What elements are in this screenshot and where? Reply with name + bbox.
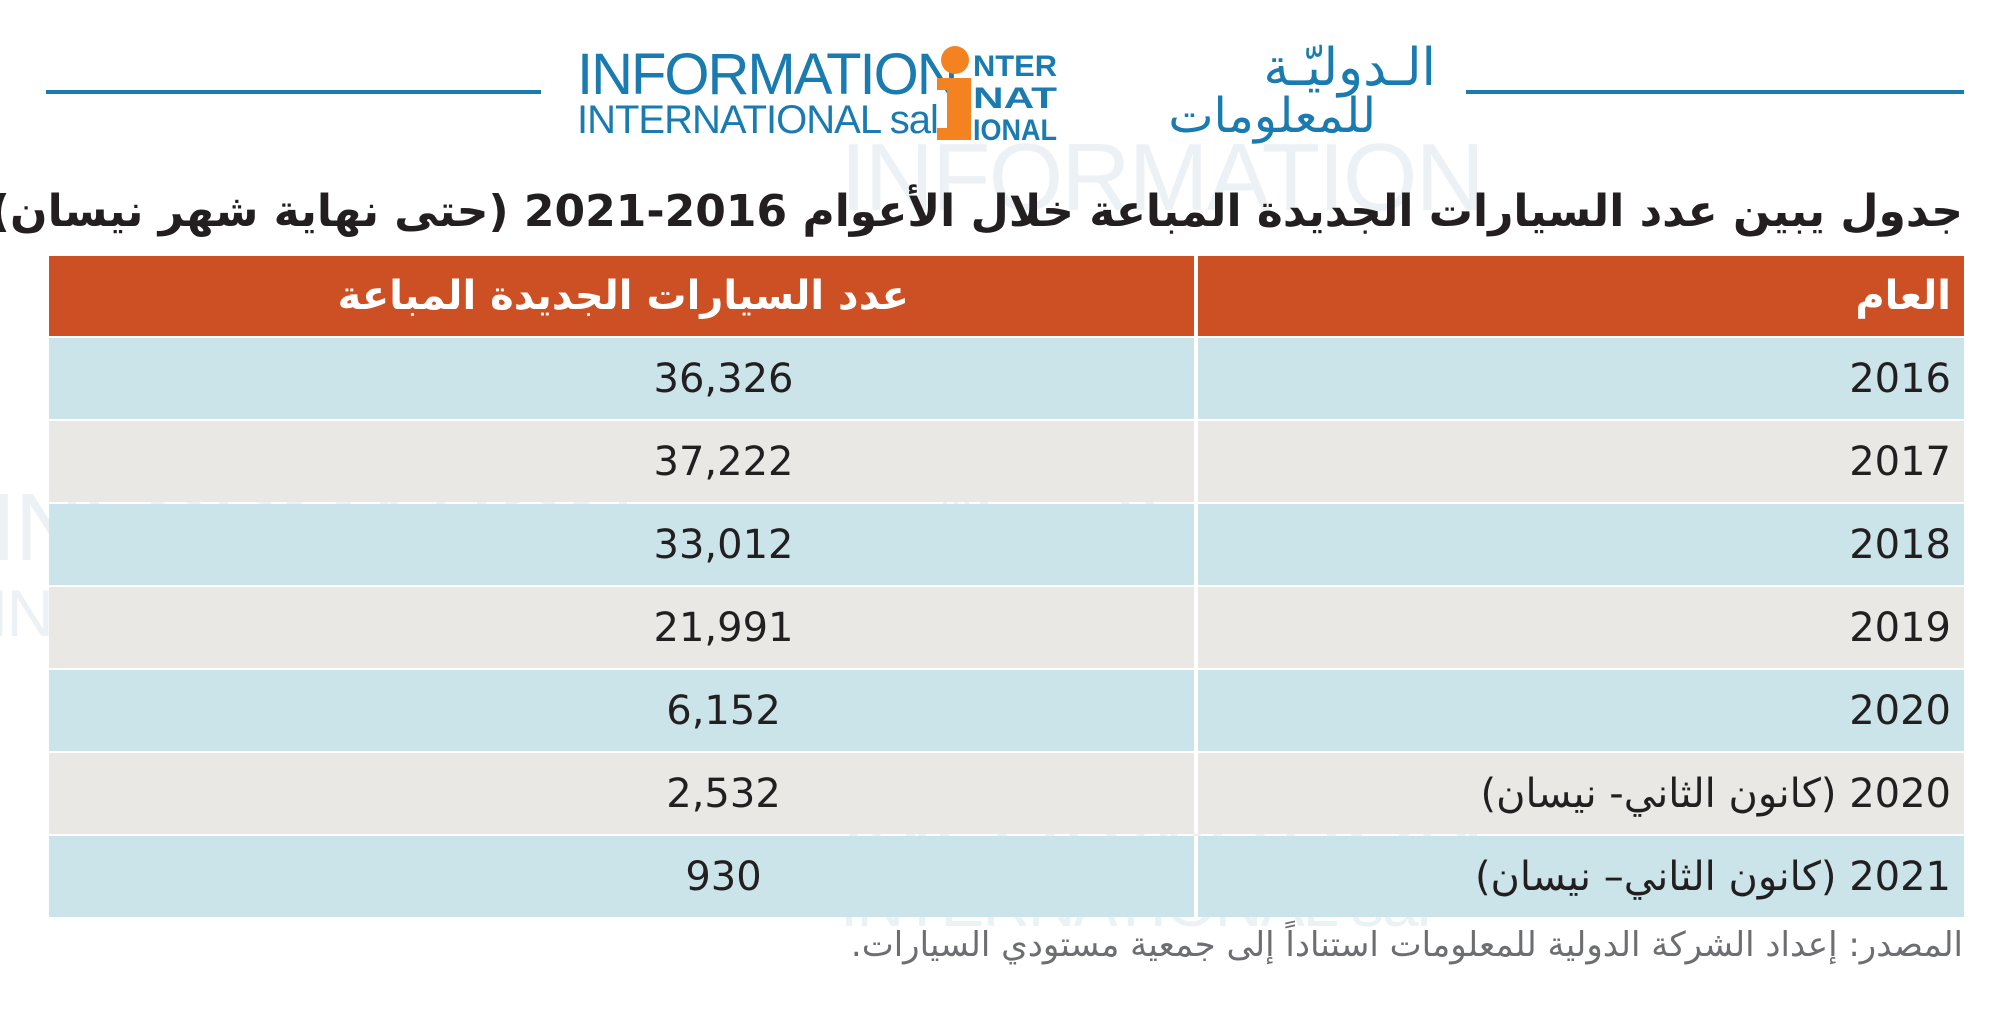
- year-value: 2020: [1849, 687, 1951, 734]
- year-cell: 2018: [1198, 504, 1964, 585]
- svg-text:NTER: NTER: [973, 50, 1057, 83]
- year-value: 2017: [1849, 438, 1951, 485]
- column-divider: [1194, 836, 1198, 917]
- column-divider: [1194, 504, 1198, 585]
- count-cell: 33,012: [49, 504, 1194, 585]
- year-cell: 2020: [1198, 670, 1964, 751]
- header-rule-left: [46, 90, 541, 94]
- count-value: 37,222: [653, 438, 794, 485]
- year-value: 2016: [1849, 355, 1951, 402]
- table-row: 2020 (كانون الثاني- نيسان) 2,532: [49, 753, 1964, 834]
- table-header-row: العام عدد السيارات الجديدة المباعة: [49, 256, 1964, 336]
- column-divider: [1194, 256, 1198, 336]
- column-divider: [1194, 753, 1198, 834]
- column-divider: [1194, 670, 1198, 751]
- count-cell: 930: [49, 836, 1194, 917]
- column-divider: [1194, 338, 1198, 419]
- column-divider: [1194, 421, 1198, 502]
- logo-mark-icon: NTER NAT IONAL: [937, 46, 1057, 144]
- year-value: 2018: [1849, 521, 1951, 568]
- logo-english-line2: INTERNATIONAL sal: [577, 98, 939, 142]
- column-divider: [1194, 587, 1198, 668]
- count-value: 930: [685, 853, 762, 900]
- year-cell: 2016: [1198, 338, 1964, 419]
- header-rule-right: [1466, 90, 1964, 94]
- count-cell: 2,532: [49, 753, 1194, 834]
- count-cell: 21,991: [49, 587, 1194, 668]
- count-cell: 6,152: [49, 670, 1194, 751]
- table-row: 2018 33,012: [49, 504, 1964, 585]
- logo-arabic: الـدوليّـة للمعلومات: [1067, 38, 1442, 144]
- information-international-logo: INFORMATION INTERNATIONAL sal NTER NAT I…: [575, 38, 1455, 150]
- logo-arabic-line1: الـدوليّـة: [1263, 38, 1436, 98]
- table-row: 2017 37,222: [49, 421, 1964, 502]
- svg-text:IONAL: IONAL: [973, 114, 1057, 144]
- year-cell: 2019: [1198, 587, 1964, 668]
- count-value: 6,152: [666, 687, 781, 734]
- year-cell: 2017: [1198, 421, 1964, 502]
- year-cell: 2021 (كانون الثاني– نيسان): [1198, 836, 1964, 917]
- count-value: 21,991: [653, 604, 794, 651]
- count-cell: 36,326: [49, 338, 1194, 419]
- count-value: 2,532: [666, 770, 781, 817]
- logo-english-line1: INFORMATION: [577, 42, 959, 107]
- header-year: العام: [1855, 273, 1951, 319]
- year-value: 2021 (كانون الثاني– نيسان): [1474, 853, 1951, 900]
- source-note: المصدر: إعداد الشركة الدولية للمعلومات ا…: [850, 925, 1963, 965]
- year-value: 2020 (كانون الثاني- نيسان): [1480, 770, 1951, 817]
- header-count: عدد السيارات الجديدة المباعة: [337, 273, 909, 319]
- svg-text:NAT: NAT: [973, 82, 1057, 115]
- count-value: 33,012: [653, 521, 794, 568]
- table-row: 2021 (كانون الثاني– نيسان) 930: [49, 836, 1964, 917]
- year-value: 2019: [1849, 604, 1951, 651]
- data-table: العام عدد السيارات الجديدة المباعة 2016 …: [49, 256, 1964, 919]
- table-title: جدول يبين عدد السيارات الجديدة المباعة خ…: [0, 186, 1963, 237]
- logo-arabic-line2: للمعلومات: [1168, 88, 1376, 144]
- table-row: 2020 6,152: [49, 670, 1964, 751]
- table-row: 2016 36,326: [49, 338, 1964, 419]
- count-cell: 37,222: [49, 421, 1194, 502]
- table-row: 2019 21,991: [49, 587, 1964, 668]
- count-value: 36,326: [653, 355, 794, 402]
- year-cell: 2020 (كانون الثاني- نيسان): [1198, 753, 1964, 834]
